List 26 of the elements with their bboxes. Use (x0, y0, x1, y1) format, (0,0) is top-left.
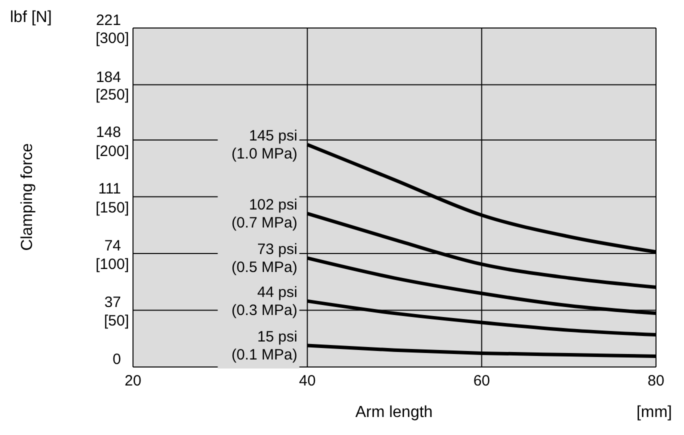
x-tick-label: 40 (298, 372, 316, 390)
x-tick-label: 80 (648, 372, 664, 390)
y-tick-label: 0 (112, 351, 121, 368)
series-label: 15 psi (0.1 MPa) (231, 328, 298, 364)
y2-tick-label: [250] (96, 86, 129, 104)
x-tick-label: 60 (473, 372, 490, 390)
x-axis-title: Arm length (355, 404, 433, 421)
y-tick-label: 37 (104, 294, 121, 312)
text: lbf [N] (10, 9, 52, 26)
y2-tick-label: [50] (104, 312, 129, 330)
series-label: 73 psi (0.5 MPa) (231, 241, 298, 276)
series-label: 44 psi (0.3 MPa) (231, 284, 298, 320)
y2-tick-label: [200] (96, 143, 129, 160)
y2-tick-label: [300] (96, 30, 129, 47)
y-axis-title: Clamping force (19, 143, 36, 251)
series-label: 145 psi (1.0 MPa) (231, 128, 298, 163)
y2-tick-label: [100] (96, 256, 129, 273)
text: [mm] (636, 404, 672, 421)
y-tick-label: 148 (96, 124, 121, 141)
y-tick-label: 184 (96, 68, 121, 86)
y-tick-label: 111 (98, 180, 121, 198)
y-tick-label: 221 (96, 12, 121, 29)
y-tick-label: 74 (104, 237, 121, 254)
series-label: 102 psi (0.7 MPa) (231, 196, 298, 232)
y2-tick-label: [150] (96, 200, 129, 216)
x-tick-label: 20 (124, 372, 142, 390)
